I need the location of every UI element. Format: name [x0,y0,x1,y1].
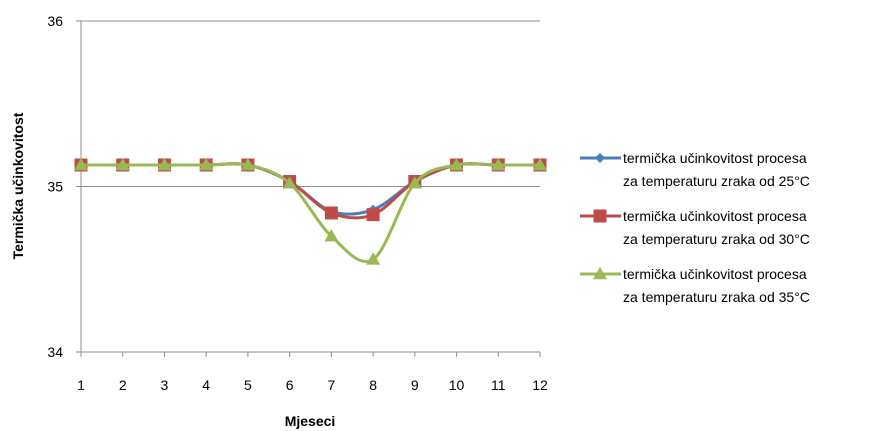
x-tick-labels: 1 2 3 4 5 6 7 8 9 10 11 12 [77,352,548,393]
y-tick-labels: 34 35 36 [47,13,81,360]
grid-lines [81,20,540,187]
y-tick-label: 36 [47,13,63,29]
square-marker [324,206,338,220]
legend-label-line2: za temperaturu zraka od 35°C [623,289,810,305]
x-tick-label: 9 [411,377,419,393]
x-axis-title: Mjeseci [285,413,336,429]
legend: termička učinkovitost procesa za temperat… [580,150,810,305]
triangle-marker [533,157,547,171]
legend-label-line1: termička učinkovitost procesa [623,150,807,166]
legend-item-3: termička učinkovitost procesa za temperat… [580,266,810,305]
legend-diamond-marker [595,153,605,163]
y-tick-label: 34 [47,344,63,360]
series-line [81,162,540,216]
x-tick-label: 1 [77,377,85,393]
triangle-marker [199,157,214,171]
triangle-marker [115,157,130,171]
triangle-marker [282,176,297,189]
y-axis-title: Termička učinkovitost [10,112,26,259]
x-tick-label: 2 [119,377,127,393]
series-3 [74,157,547,265]
x-tick-label: 5 [244,377,252,393]
legend-label-line1: termička učinkovitost procesa [623,266,807,282]
legend-triangle-marker [593,267,607,280]
x-tick-label: 12 [532,377,548,393]
series-line [81,162,540,263]
x-tick-label: 7 [327,377,335,393]
x-tick-label: 10 [449,377,465,393]
legend-item-2: termička učinkovitost procesa za temperat… [580,208,810,247]
x-tick-label: 8 [369,377,377,393]
legend-item-1: termička učinkovitost procesa za temperat… [580,150,810,189]
x-tick-label: 11 [491,377,506,393]
legend-label-line1: termička učinkovitost procesa [623,208,807,224]
triangle-marker [491,157,506,171]
y-tick-label: 35 [47,179,63,195]
legend-label-line2: za temperaturu zraka od 25°C [623,173,810,189]
triangle-marker [74,157,88,171]
triangle-marker [366,252,381,265]
legend-square-marker [593,209,607,223]
triangle-marker [407,176,422,189]
triangle-marker [324,229,339,242]
triangle-marker [449,157,464,171]
series-group [74,157,547,265]
x-tick-label: 3 [161,377,169,393]
x-tick-label: 6 [286,377,294,393]
triangle-marker [240,157,255,171]
square-marker [366,208,380,222]
x-tick-label: 4 [202,377,210,393]
triangle-marker [157,157,172,171]
legend-label-line2: za temperaturu zraka od 30°C [623,231,810,247]
